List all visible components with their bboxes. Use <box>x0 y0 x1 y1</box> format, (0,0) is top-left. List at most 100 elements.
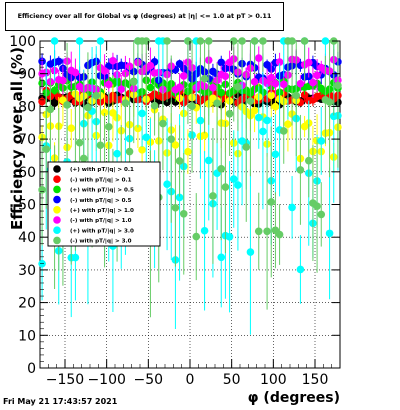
data-point <box>163 37 171 45</box>
legend-entry-label: (-) with pT/|q| > 3.0 <box>70 239 132 245</box>
data-point <box>84 103 92 112</box>
data-point <box>284 120 292 129</box>
data-point <box>125 147 134 156</box>
data-point <box>200 131 209 140</box>
data-point <box>192 232 201 241</box>
y-tick-label: 60 <box>18 165 36 181</box>
data-point <box>221 72 230 81</box>
data-point <box>134 124 142 133</box>
legend-marker <box>53 165 61 173</box>
data-point <box>67 124 76 132</box>
data-point <box>54 57 63 66</box>
data-point <box>142 133 151 142</box>
timestamp: Fri May 21 17:43:57 2021 <box>3 397 118 406</box>
legend-entry-label: (+) with pT/|q| > 0.1 <box>70 167 134 173</box>
data-point <box>229 175 238 183</box>
data-point <box>175 83 184 92</box>
data-point <box>304 58 313 67</box>
data-point <box>250 78 259 86</box>
data-point <box>288 203 296 212</box>
data-point <box>50 37 59 45</box>
data-point <box>42 145 51 154</box>
data-point <box>225 109 234 118</box>
data-point <box>325 98 334 106</box>
data-point <box>259 127 267 136</box>
data-point <box>246 248 255 256</box>
data-point <box>184 147 192 156</box>
data-point <box>292 91 301 100</box>
data-point <box>146 61 155 70</box>
legend-marker <box>53 236 61 245</box>
data-point <box>63 101 71 109</box>
data-point <box>325 229 334 238</box>
data-point <box>288 37 296 45</box>
data-point <box>309 78 317 87</box>
data-point <box>204 156 213 165</box>
data-point <box>263 79 271 88</box>
data-point <box>100 67 109 75</box>
legend-marker <box>53 185 61 194</box>
data-point <box>75 138 84 147</box>
data-point <box>196 37 205 45</box>
data-point <box>217 164 226 173</box>
legend-marker <box>53 195 61 204</box>
data-point <box>250 106 259 115</box>
data-point <box>279 127 288 135</box>
data-point <box>117 85 126 94</box>
data-point <box>38 186 46 194</box>
data-point <box>209 83 217 92</box>
data-point <box>163 180 171 188</box>
data-point <box>179 72 188 80</box>
data-point <box>71 68 80 77</box>
y-tick-label: 10 <box>18 328 36 344</box>
data-point <box>104 80 113 89</box>
data-point <box>71 253 80 262</box>
data-point <box>296 265 305 274</box>
data-point <box>271 79 280 88</box>
data-point <box>217 253 226 262</box>
legend-entry-label: (+) with pT/|q| > 0.5 <box>70 188 134 194</box>
data-point <box>96 37 105 45</box>
data-point <box>113 149 121 158</box>
data-point <box>304 156 313 165</box>
y-tick-label: 40 <box>18 230 36 246</box>
y-tick-label: 100 <box>9 34 36 50</box>
legend-marker <box>53 206 61 214</box>
data-point <box>229 37 238 45</box>
y-axis-label: Efficiency over all (%) <box>8 47 26 230</box>
data-point <box>129 78 138 86</box>
legend-marker <box>53 216 61 224</box>
title-box: Efficiency over all for Global vs φ (deg… <box>5 2 284 31</box>
chart-title: Efficiency over all for Global vs φ (deg… <box>17 12 272 20</box>
data-point <box>38 259 46 268</box>
data-point <box>138 109 146 118</box>
legend-entry-label: (-) with pT/|q| > 0.5 <box>70 198 132 204</box>
data-point <box>159 119 167 128</box>
data-point <box>234 83 242 91</box>
data-point <box>275 58 284 66</box>
y-tick-label: 90 <box>18 67 36 83</box>
data-point <box>242 143 251 151</box>
data-point <box>38 97 46 106</box>
data-point <box>196 116 205 125</box>
data-point <box>263 116 271 125</box>
data-point <box>271 150 280 159</box>
data-point <box>79 154 88 163</box>
data-point <box>317 137 326 145</box>
data-point <box>267 198 276 206</box>
data-point <box>254 54 263 62</box>
data-point <box>296 79 305 88</box>
data-point <box>275 230 284 239</box>
x-axis-label: φ (degrees) <box>248 390 340 406</box>
data-point <box>104 122 113 131</box>
data-point <box>138 146 146 154</box>
data-point <box>213 99 221 107</box>
data-point <box>200 226 209 235</box>
data-point <box>92 91 101 100</box>
y-tick-label: 50 <box>18 198 36 214</box>
data-point <box>313 71 321 80</box>
data-point <box>109 56 117 65</box>
data-point <box>175 157 184 165</box>
